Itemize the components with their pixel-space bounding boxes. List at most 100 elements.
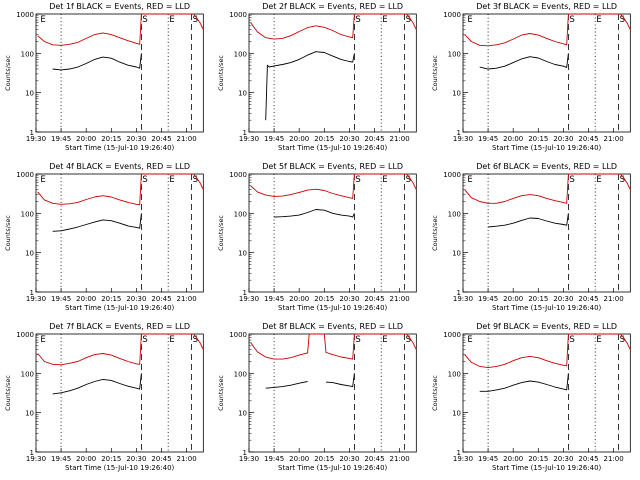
plot-frame [248, 13, 418, 133]
x-tick-label: 20:30 [340, 295, 360, 303]
x-tick-label: 19:30 [26, 455, 46, 463]
y-tick-label: 100 [21, 210, 34, 218]
x-tick-label: 19:45 [478, 295, 498, 303]
chart-title: Det 6f BLACK = Events, RED = LLD [476, 162, 617, 171]
event-marker-label: E [467, 335, 472, 345]
x-tick-label: 19:45 [478, 455, 498, 463]
x-tick-label: 21:00 [177, 455, 197, 463]
y-axis-label: Counts/sec [4, 375, 12, 411]
x-tick-label: 20:45 [578, 135, 598, 143]
series-line-lld [37, 13, 204, 46]
x-tick-label: 19:45 [264, 135, 284, 143]
x-tick-label: 19:45 [51, 295, 71, 303]
series-line-events [479, 53, 569, 70]
chart-panel-2: Det 2f BLACK = Events, RED = LLD 1 10 100 10… [217, 2, 418, 152]
plot-frame [35, 333, 204, 453]
x-tick-label: 19:30 [239, 295, 259, 303]
x-axis-label: Start Time (15-Jul-10 19:26:40) [65, 464, 175, 472]
x-axis-label: Start Time (15-Jul-10 19:26:40) [492, 304, 602, 312]
y-tick-label: 1 [456, 289, 460, 297]
x-tick-label: 20:30 [553, 295, 573, 303]
chart-title: Det 8f BLACK = Events, RED = LLD [263, 322, 404, 331]
y-tick-label: 1 [456, 129, 460, 137]
x-tick-label: 20:15 [528, 455, 548, 463]
x-tick-label: 19:30 [239, 455, 259, 463]
x-tick-label: 20:45 [578, 455, 598, 463]
x-tick-label: 20:15 [101, 455, 121, 463]
x-tick-label: 20:00 [289, 295, 309, 303]
chart-panel-6: Det 6f BLACK = Events, RED = LLD 1 10 100 10… [431, 162, 631, 312]
y-axis-label: Counts/sec [431, 375, 439, 411]
y-axis-label: Counts/sec [4, 55, 12, 91]
y-tick-label: 1000 [16, 331, 34, 339]
event-marker-label: S [619, 175, 624, 185]
plot-frame [248, 173, 418, 293]
series-line-lld [464, 333, 631, 369]
x-tick-label: 20:45 [365, 135, 385, 143]
chart-title: Det 7f BLACK = Events, RED = LLD [49, 322, 190, 331]
x-tick-label: 20:15 [101, 135, 121, 143]
series-line-lld [464, 173, 631, 204]
event-marker-label: S [193, 175, 198, 185]
x-tick-label: 20:45 [578, 295, 598, 303]
x-tick-label: 20:00 [503, 455, 523, 463]
x-tick-label: 20:00 [76, 295, 96, 303]
chart-panel-1: Det 1f BLACK = Events, RED = LLD 1 10 100 10… [4, 2, 204, 152]
y-tick-label: 1000 [443, 11, 461, 19]
y-tick-label: 1 [243, 449, 247, 457]
x-tick-label: 20:45 [365, 455, 385, 463]
chart-title: Det 4f BLACK = Events, RED = LLD [49, 162, 190, 171]
series-line-events [52, 213, 142, 232]
x-tick-label: 20:45 [151, 455, 171, 463]
event-marker-label: E [467, 175, 472, 185]
x-tick-label: 20:30 [340, 135, 360, 143]
x-tick-label: 20:45 [151, 135, 171, 143]
y-tick-label: 1 [243, 289, 247, 297]
x-axis-label: Start Time (15-Jul-10 19:26:40) [65, 304, 175, 312]
x-tick-label: 20:15 [315, 295, 335, 303]
event-marker-label: S [569, 175, 574, 185]
y-tick-label: 100 [21, 50, 34, 58]
x-tick-label: 21:00 [603, 295, 623, 303]
event-marker-label: E [169, 15, 174, 25]
x-tick-label: 19:30 [453, 295, 473, 303]
y-tick-label: 10 [452, 90, 461, 98]
y-tick-label: 10 [25, 410, 34, 418]
plot-frame [462, 173, 631, 293]
event-marker-label: S [356, 175, 361, 185]
plot-frame [35, 173, 204, 293]
event-marker-label: E [40, 15, 45, 25]
x-tick-label: 19:45 [264, 295, 284, 303]
chart-title: Det 9f BLACK = Events, RED = LLD [476, 322, 617, 331]
event-marker-label: S [569, 335, 574, 345]
y-tick-label: 1000 [230, 11, 248, 19]
chart-title: Det 2f BLACK = Events, RED = LLD [263, 2, 404, 11]
x-tick-label: 20:15 [528, 295, 548, 303]
x-tick-label: 20:30 [553, 455, 573, 463]
event-marker-label: E [596, 175, 601, 185]
event-marker-label: S [142, 15, 147, 25]
x-tick-label: 19:45 [51, 455, 71, 463]
x-tick-label: 19:45 [478, 135, 498, 143]
y-axis-label: Counts/sec [217, 55, 225, 91]
y-axis-label: Counts/sec [431, 215, 439, 251]
y-tick-label: 1 [243, 129, 247, 137]
y-tick-label: 1 [456, 449, 460, 457]
y-tick-label: 1 [30, 449, 34, 457]
plot-frame [35, 13, 204, 133]
event-marker-label: S [406, 335, 411, 345]
event-marker-label: S [356, 335, 361, 345]
chart-panel-9: Det 9f BLACK = Events, RED = LLD 1 10 100 10… [431, 322, 631, 472]
x-tick-label: 20:45 [365, 295, 385, 303]
event-marker-label: E [383, 15, 388, 25]
x-tick-label: 20:30 [126, 295, 146, 303]
chart-title: Det 5f BLACK = Events, RED = LLD [263, 162, 404, 171]
chart-title: Det 3f BLACK = Events, RED = LLD [476, 2, 617, 11]
event-marker-label: E [40, 175, 45, 185]
chart-panel-5: Det 5f BLACK = Events, RED = LLD 1 10 100 10… [217, 162, 418, 312]
event-marker-label: E [467, 15, 472, 25]
y-axis-label: Counts/sec [4, 215, 12, 251]
event-marker-label: S [142, 335, 147, 345]
x-tick-label: 21:00 [177, 135, 197, 143]
y-tick-label: 10 [238, 250, 247, 258]
